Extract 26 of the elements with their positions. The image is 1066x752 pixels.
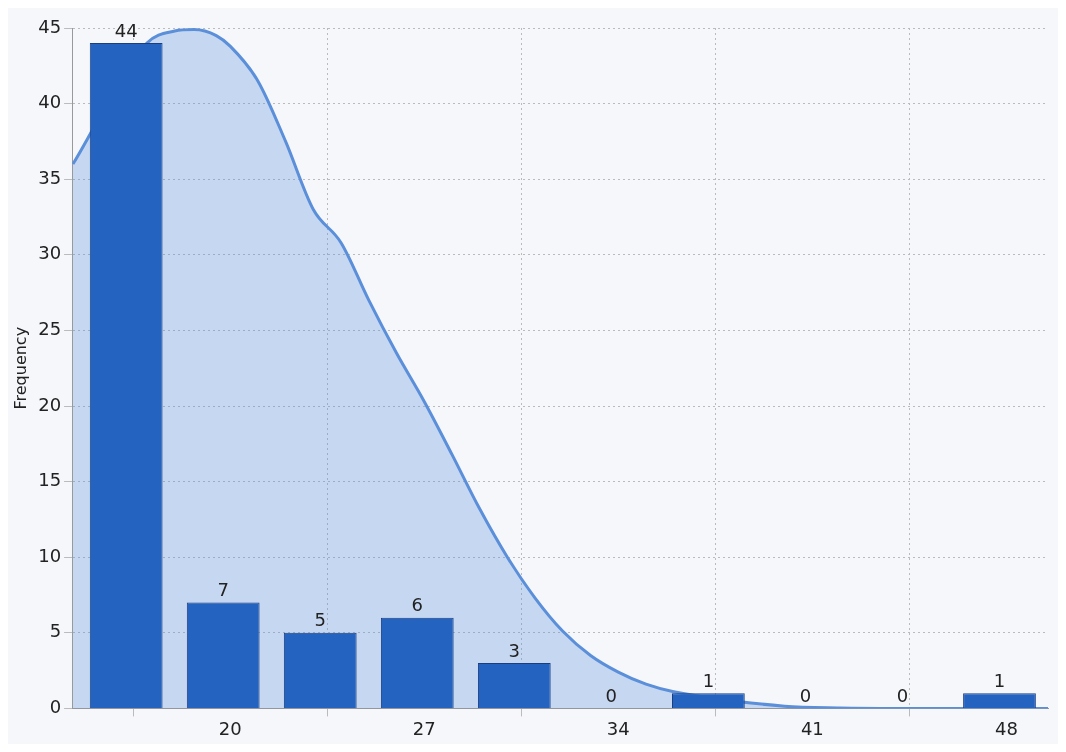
data-label: 0: [896, 685, 909, 707]
y-tick-label: 5: [49, 620, 62, 642]
x-tick-label: 20: [218, 717, 242, 739]
y-tick-label: 15: [38, 469, 62, 491]
y-tick-label: 40: [38, 91, 62, 113]
data-label: 0: [605, 685, 618, 707]
y-tick-label: 0: [49, 696, 62, 718]
y-tick-label: 20: [38, 393, 62, 415]
x-tick-label: 34: [606, 717, 630, 739]
y-tick-label: 10: [38, 544, 62, 566]
data-label: 1: [702, 669, 715, 691]
y-tick-label: 30: [38, 242, 62, 264]
x-tick-label: 27: [412, 717, 436, 739]
data-label: 5: [314, 609, 326, 631]
data-label: 1: [993, 669, 1006, 691]
y-tick-label: 45: [38, 15, 62, 37]
data-label: 7: [217, 579, 229, 601]
data-label: 44: [114, 19, 138, 41]
x-tick-label: 41: [800, 717, 824, 739]
y-tick-label: 25: [38, 318, 62, 340]
data-label: 3: [508, 639, 521, 661]
y-tick-label: 35: [38, 166, 62, 188]
x-tick-label: 48: [994, 717, 1018, 739]
y-axis-title: Frequency: [10, 326, 30, 410]
data-label: 0: [799, 685, 812, 707]
data-label: 6: [411, 594, 423, 616]
